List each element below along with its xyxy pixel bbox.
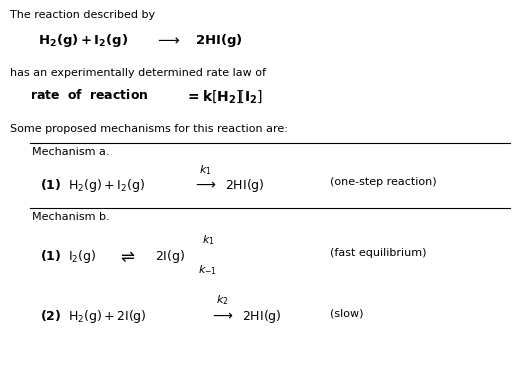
Text: $\mathrm{2HI(g)}$: $\mathrm{2HI(g)}$	[242, 308, 282, 325]
Text: $k_{-1}$: $k_{-1}$	[198, 263, 218, 277]
Text: has an experimentally determined rate law of: has an experimentally determined rate la…	[10, 68, 266, 78]
Text: $\mathbf{H_2(g) + I_2(g)}$: $\mathbf{H_2(g) + I_2(g)}$	[38, 32, 128, 49]
Text: $\rightleftharpoons$: $\rightleftharpoons$	[117, 248, 135, 266]
Text: $\mathrm{I_2(g)}$: $\mathrm{I_2(g)}$	[68, 248, 96, 265]
Text: $\mathbf{2HI(g)}$: $\mathbf{2HI(g)}$	[195, 32, 243, 49]
Text: $\mathbf{(2)}$: $\mathbf{(2)}$	[40, 308, 61, 323]
Text: $\mathbf{(1)}$: $\mathbf{(1)}$	[40, 177, 61, 192]
Text: $\longrightarrow$: $\longrightarrow$	[210, 308, 234, 322]
Text: Some proposed mechanisms for this reaction are:: Some proposed mechanisms for this reacti…	[10, 124, 288, 134]
Text: (fast equilibrium): (fast equilibrium)	[330, 248, 426, 258]
Text: $k_1$: $k_1$	[199, 163, 211, 177]
Text: The reaction described by: The reaction described by	[10, 10, 155, 20]
Text: $\mathrm{H_2(g)+I_2(g)}$: $\mathrm{H_2(g)+I_2(g)}$	[68, 177, 145, 194]
Text: $\longrightarrow$: $\longrightarrow$	[193, 177, 217, 191]
Text: $\longrightarrow$: $\longrightarrow$	[155, 32, 181, 47]
Text: $\mathbf{(1)}$: $\mathbf{(1)}$	[40, 248, 61, 263]
Text: $k_2$: $k_2$	[215, 293, 229, 307]
Text: $\mathrm{2HI(g)}$: $\mathrm{2HI(g)}$	[225, 177, 265, 194]
Text: $\mathrm{H_2(g)+2I(g)}$: $\mathrm{H_2(g)+2I(g)}$	[68, 308, 147, 325]
Text: (slow): (slow)	[330, 308, 363, 318]
Text: $\mathbf{rate\ \ of\ \ reaction}$: $\mathbf{rate\ \ of\ \ reaction}$	[30, 88, 149, 102]
Text: $k_1$: $k_1$	[202, 233, 214, 247]
Text: $\mathrm{2I(g)}$: $\mathrm{2I(g)}$	[155, 248, 185, 265]
Text: (one-step reaction): (one-step reaction)	[330, 177, 437, 187]
Text: $\mathbf{= k\left[H_2\right]\!\left[I_2\right]}$: $\mathbf{= k\left[H_2\right]\!\left[I_2\…	[185, 88, 263, 105]
Text: Mechanism a.: Mechanism a.	[32, 147, 109, 157]
Text: Mechanism b.: Mechanism b.	[32, 212, 110, 222]
